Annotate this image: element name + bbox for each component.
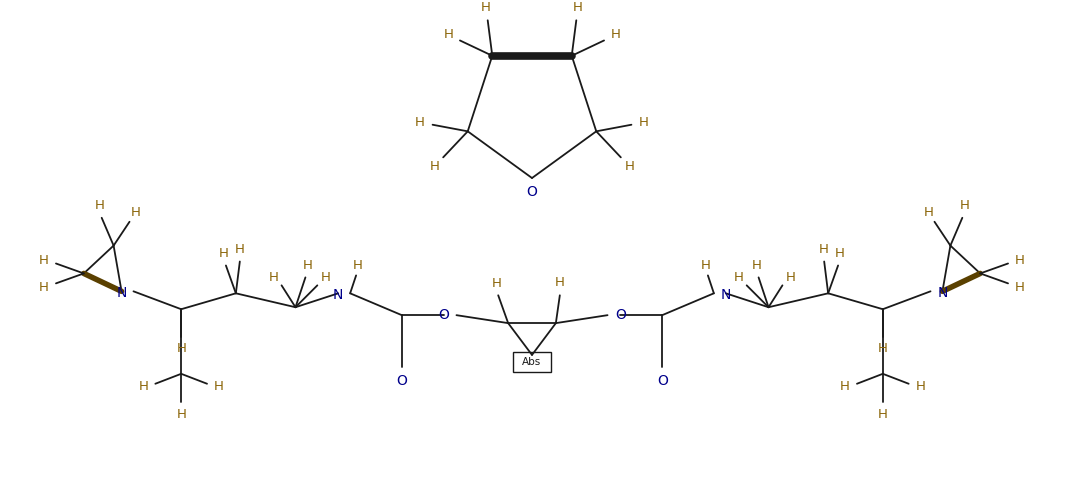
Text: H: H <box>840 380 850 393</box>
Text: H: H <box>415 116 425 129</box>
Text: H: H <box>916 380 925 393</box>
Text: H: H <box>39 254 49 267</box>
Text: H: H <box>131 206 141 219</box>
Text: H: H <box>302 259 312 272</box>
Text: H: H <box>835 247 845 260</box>
Text: H: H <box>354 259 363 272</box>
Text: O: O <box>526 185 538 199</box>
Text: H: H <box>95 199 104 212</box>
Text: H: H <box>429 160 439 173</box>
Text: H: H <box>752 259 761 272</box>
Text: H: H <box>960 199 969 212</box>
Text: H: H <box>39 281 49 294</box>
Text: H: H <box>878 408 888 421</box>
Text: N: N <box>333 288 343 302</box>
Text: H: H <box>625 160 635 173</box>
Text: N: N <box>116 286 127 300</box>
Text: N: N <box>937 286 948 300</box>
Text: H: H <box>321 271 330 284</box>
Text: H: H <box>443 29 454 41</box>
Text: O: O <box>438 308 449 322</box>
Text: H: H <box>1015 281 1025 294</box>
Text: H: H <box>701 259 710 272</box>
Text: H: H <box>214 380 224 393</box>
Text: H: H <box>481 1 491 14</box>
Text: H: H <box>878 343 888 356</box>
FancyBboxPatch shape <box>513 352 551 372</box>
Text: H: H <box>786 271 796 284</box>
Text: H: H <box>138 380 148 393</box>
Text: H: H <box>734 271 743 284</box>
Text: H: H <box>611 29 621 41</box>
Text: O: O <box>615 308 626 322</box>
Text: H: H <box>639 116 649 129</box>
Text: H: H <box>819 243 830 256</box>
Text: H: H <box>491 277 502 290</box>
Text: H: H <box>176 343 186 356</box>
Text: H: H <box>219 247 229 260</box>
Text: H: H <box>555 276 564 289</box>
Text: H: H <box>176 408 186 421</box>
Text: H: H <box>1015 254 1025 267</box>
Text: H: H <box>268 271 279 284</box>
Text: H: H <box>235 243 245 256</box>
Text: N: N <box>721 288 731 302</box>
Text: H: H <box>923 206 933 219</box>
Text: O: O <box>396 374 407 388</box>
Text: Abs: Abs <box>522 357 542 367</box>
Text: H: H <box>573 1 583 14</box>
Text: O: O <box>657 374 668 388</box>
